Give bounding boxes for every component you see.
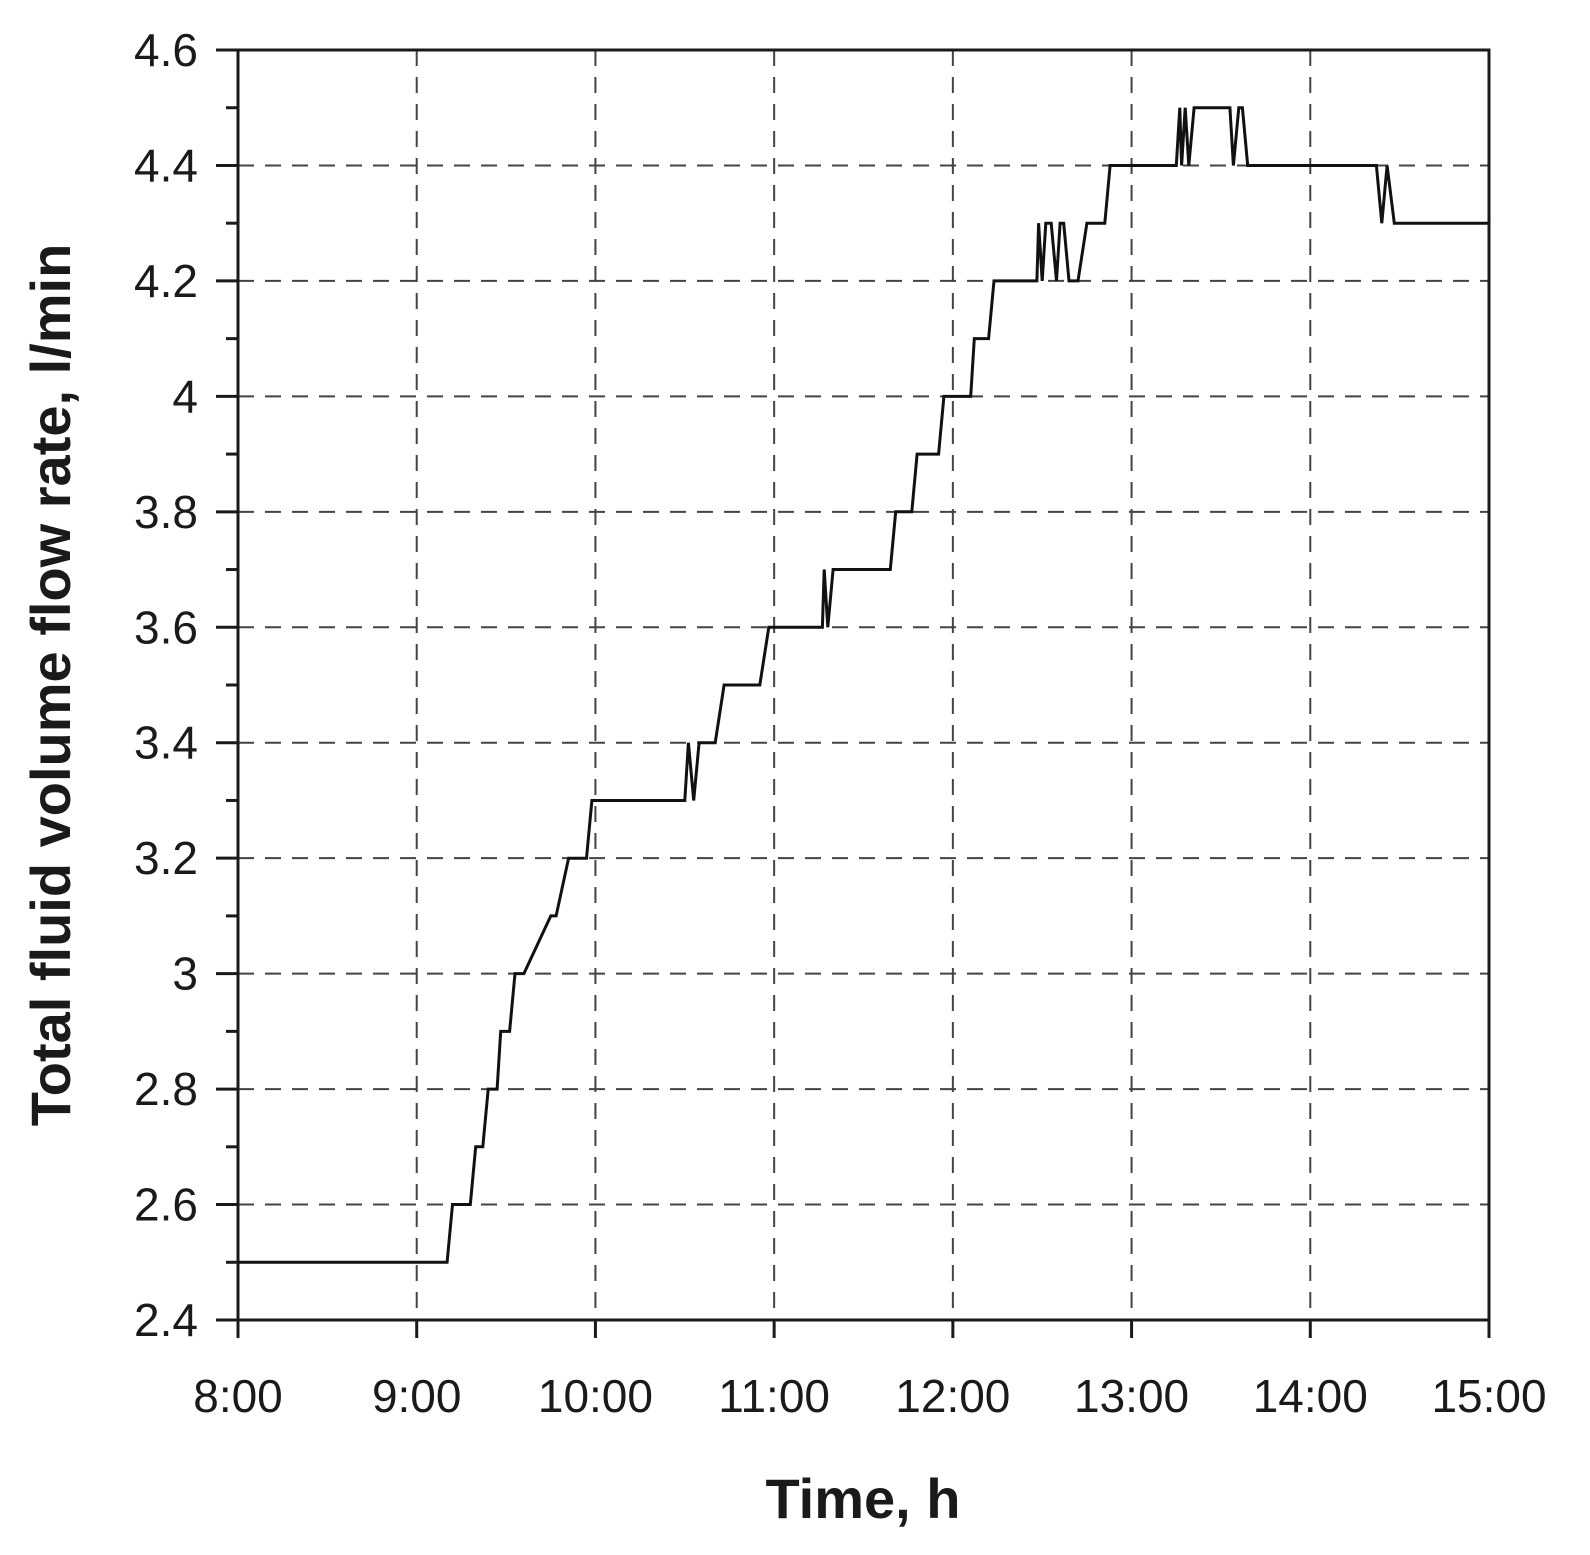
x-tick-labels: 8:00 9:00 10:00 11:00 12:00 13:00 14:00 15:00 <box>193 1370 1546 1422</box>
y-tick-label: 3.6 <box>134 601 198 653</box>
y-tick-label: 2.6 <box>134 1179 198 1231</box>
flow-rate-line <box>238 106 1489 1264</box>
x-tick-label: 8:00 <box>193 1370 283 1422</box>
y-tick-label: 4.2 <box>134 255 198 307</box>
y-tick-label: 2.4 <box>134 1294 198 1346</box>
plot-frame <box>236 48 1491 1322</box>
x-tick-label: 11:00 <box>718 1370 830 1422</box>
x-tick-label: 15:00 <box>1431 1370 1546 1422</box>
x-axis-title: Time, h <box>765 1467 960 1530</box>
y-tick-label: 4 <box>172 370 198 422</box>
series-layer <box>238 106 1489 1264</box>
x-tick-label: 10:00 <box>538 1370 653 1422</box>
x-tick-label: 12:00 <box>895 1370 1010 1422</box>
y-tick-label: 3 <box>172 948 198 1000</box>
y-tick-label: 3.8 <box>134 486 198 538</box>
axis-ticks <box>216 48 1491 1338</box>
x-tick-label: 13:00 <box>1074 1370 1189 1422</box>
y-tick-label: 2.8 <box>134 1063 198 1115</box>
x-tick-label: 14:00 <box>1253 1370 1368 1422</box>
y-tick-label: 3.4 <box>134 717 198 769</box>
y-tick-label: 4.6 <box>134 24 198 76</box>
y-axis-title: Total fluid volume flow rate, l/min <box>19 244 82 1127</box>
y-tick-label: 4.4 <box>134 139 198 191</box>
y-tick-labels: 2.4 2.6 2.8 3 3.2 3.4 3.6 3.8 4 4.2 4.4 4.6 <box>134 24 198 1346</box>
y-tick-label: 3.2 <box>134 832 198 884</box>
grid <box>238 50 1489 1320</box>
x-tick-label: 9:00 <box>372 1370 462 1422</box>
